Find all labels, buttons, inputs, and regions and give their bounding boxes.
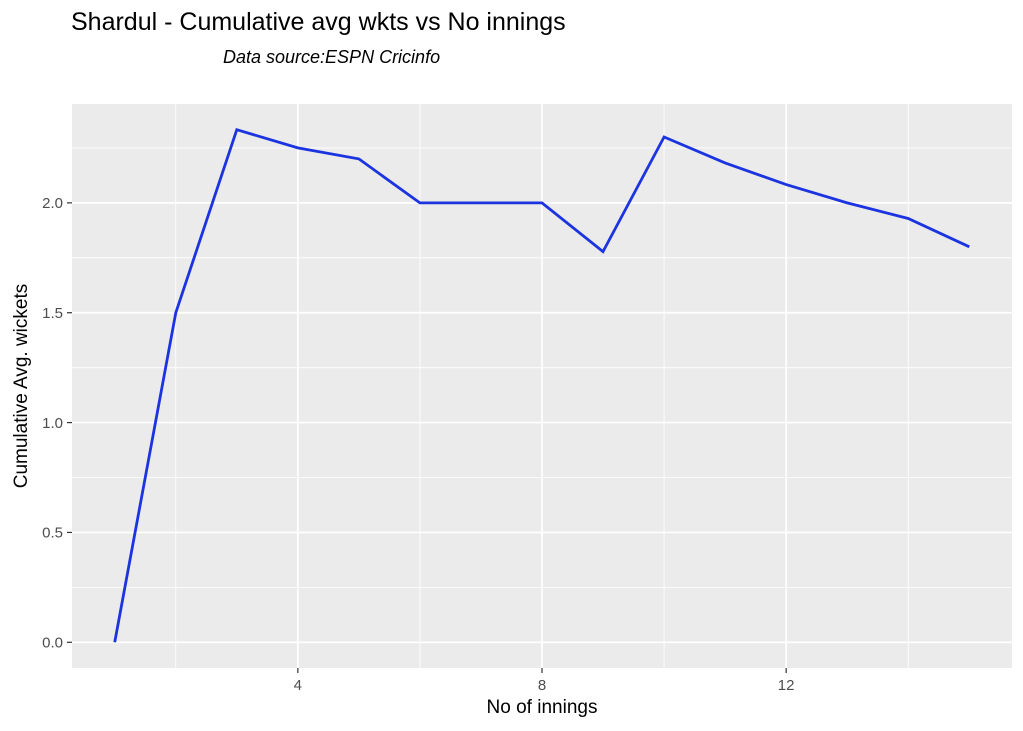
- x-tick-label: 4: [294, 677, 302, 694]
- y-axis-title: Cumulative Avg. wickets: [11, 283, 32, 489]
- axis-tick-marks: [67, 202, 787, 673]
- major-gridlines: [72, 104, 1012, 668]
- x-axis-title: No of innings: [486, 697, 598, 718]
- y-tick-label: 1.0: [42, 415, 63, 432]
- chart-title: Shardul - Cumulative avg wkts vs No inni…: [71, 8, 566, 36]
- x-tick-label: 8: [538, 677, 546, 694]
- chart-subtitle: Data source:ESPN Cricinfo: [223, 47, 441, 67]
- y-tick-label: 2.0: [42, 195, 63, 212]
- x-axis-tick-labels: 4 8 12: [294, 677, 795, 694]
- y-tick-label: 0.5: [42, 525, 63, 542]
- y-axis-tick-labels: 0.0 0.5 1.0 1.5 2.0: [42, 195, 63, 651]
- y-tick-label: 0.0: [42, 635, 63, 652]
- data-line: [113, 127, 970, 643]
- y-tick-label: 1.5: [42, 305, 63, 322]
- x-tick-label: 12: [778, 677, 795, 694]
